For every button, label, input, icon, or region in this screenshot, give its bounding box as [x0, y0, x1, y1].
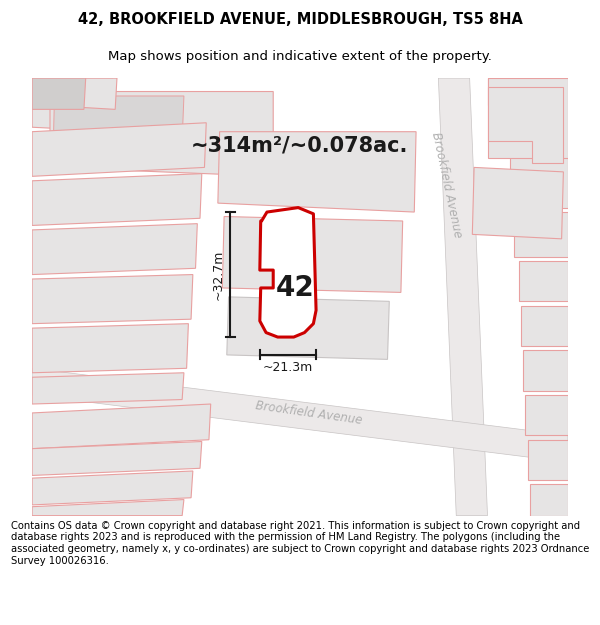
- Text: Brookfield Avenue: Brookfield Avenue: [254, 399, 363, 427]
- Text: ~32.7m: ~32.7m: [211, 249, 224, 300]
- Polygon shape: [488, 78, 568, 159]
- Polygon shape: [32, 499, 184, 516]
- Polygon shape: [32, 78, 113, 105]
- Polygon shape: [223, 216, 403, 292]
- Polygon shape: [53, 96, 184, 141]
- Polygon shape: [472, 168, 563, 239]
- Polygon shape: [32, 368, 568, 462]
- Polygon shape: [521, 306, 568, 346]
- Polygon shape: [32, 404, 211, 449]
- Polygon shape: [32, 174, 202, 226]
- Polygon shape: [510, 145, 568, 208]
- Polygon shape: [530, 484, 568, 516]
- Polygon shape: [514, 212, 568, 257]
- Polygon shape: [32, 372, 184, 404]
- Polygon shape: [439, 78, 488, 516]
- Polygon shape: [519, 261, 568, 301]
- Polygon shape: [32, 441, 202, 476]
- Polygon shape: [32, 224, 197, 274]
- Polygon shape: [39, 78, 117, 109]
- Polygon shape: [505, 78, 568, 141]
- Polygon shape: [488, 78, 568, 105]
- Text: 42: 42: [276, 274, 315, 302]
- Polygon shape: [32, 274, 193, 324]
- Text: ~21.3m: ~21.3m: [263, 361, 313, 374]
- Polygon shape: [527, 440, 568, 480]
- Text: ~314m²/~0.078ac.: ~314m²/~0.078ac.: [191, 135, 409, 155]
- Polygon shape: [32, 122, 206, 176]
- Polygon shape: [488, 87, 563, 163]
- Polygon shape: [260, 208, 316, 337]
- Polygon shape: [227, 297, 389, 359]
- Polygon shape: [32, 471, 193, 505]
- Text: Brookfield Avenue: Brookfield Avenue: [429, 131, 464, 239]
- Text: Contains OS data © Crown copyright and database right 2021. This information is : Contains OS data © Crown copyright and d…: [11, 521, 589, 566]
- Polygon shape: [32, 78, 86, 109]
- Polygon shape: [32, 324, 188, 372]
- Polygon shape: [523, 351, 568, 391]
- Polygon shape: [525, 395, 568, 435]
- Text: 42, BROOKFIELD AVENUE, MIDDLESBROUGH, TS5 8HA: 42, BROOKFIELD AVENUE, MIDDLESBROUGH, TS…: [77, 12, 523, 27]
- Polygon shape: [50, 91, 273, 176]
- Polygon shape: [218, 132, 416, 212]
- Text: Map shows position and indicative extent of the property.: Map shows position and indicative extent…: [108, 50, 492, 62]
- Polygon shape: [32, 78, 121, 132]
